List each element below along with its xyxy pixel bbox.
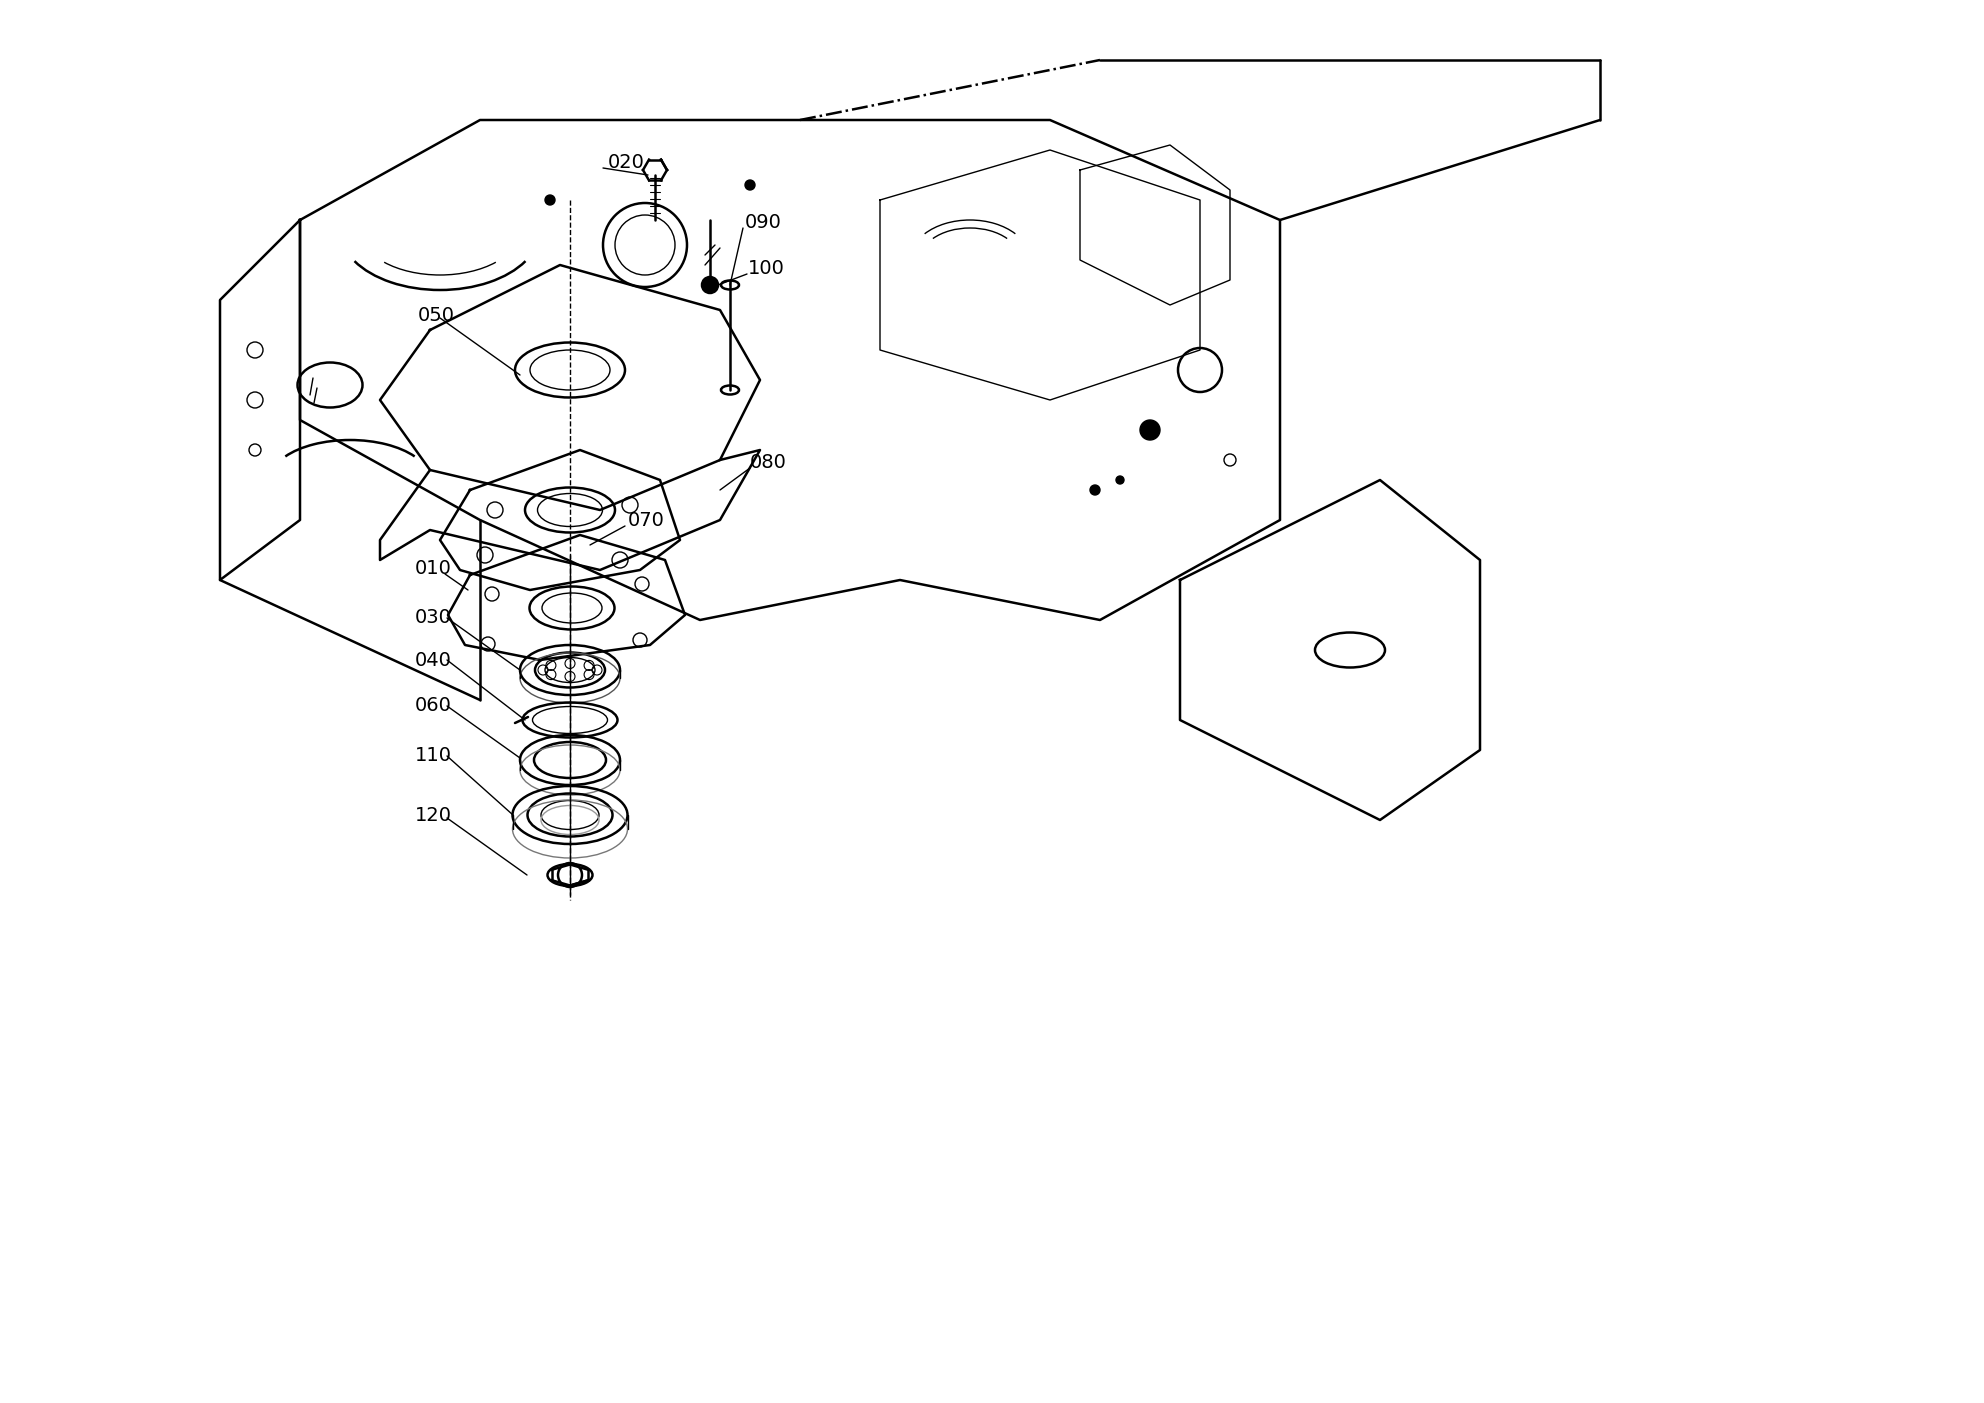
Circle shape <box>546 195 556 205</box>
Text: 080: 080 <box>750 453 788 471</box>
Text: 090: 090 <box>746 212 782 231</box>
Circle shape <box>702 276 718 293</box>
Text: 030: 030 <box>415 607 452 627</box>
Text: 060: 060 <box>415 696 452 714</box>
Circle shape <box>1115 476 1125 484</box>
Circle shape <box>746 180 756 189</box>
Text: 070: 070 <box>629 511 665 529</box>
Text: 040: 040 <box>415 651 452 669</box>
Text: 050: 050 <box>419 306 454 324</box>
Text: 020: 020 <box>607 153 645 171</box>
Circle shape <box>1141 419 1161 441</box>
Text: 100: 100 <box>748 258 786 278</box>
Text: 120: 120 <box>415 805 452 825</box>
Text: 010: 010 <box>415 558 452 578</box>
Text: 110: 110 <box>415 745 452 765</box>
Circle shape <box>1089 485 1099 495</box>
